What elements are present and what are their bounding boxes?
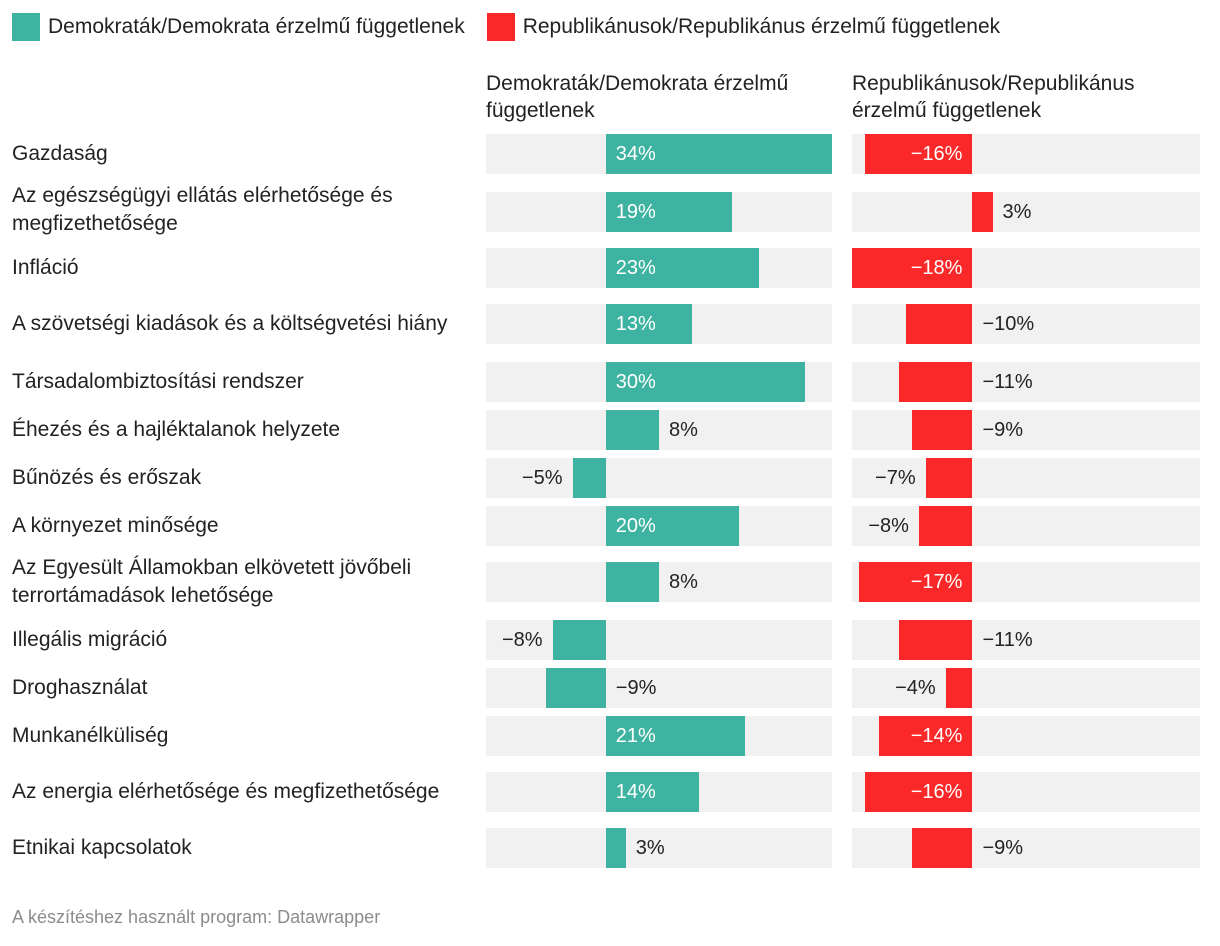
bar-rep [865,772,973,812]
value-label-rep: −9% [982,419,1024,441]
bar-rep [865,134,973,174]
panel-title-dem: Demokraták/Demokrata érzelmű függetlenek [486,72,789,122]
row-label: Etnikai kapcsolatok [12,836,192,859]
legend-label-dem: Demokraták/Demokrata érzelmű függetlenek [48,15,465,38]
bar-rep [852,248,973,288]
row-label: Társadalombiztosítási rendszer [12,370,304,393]
row-track-dem [486,458,832,498]
row-track-rep [852,458,1200,498]
row-label: Éhezés és a hajléktalanok helyzete [12,418,341,441]
bar-dem [605,716,746,756]
value-label-dem: 30% [615,371,656,393]
value-label-rep: −9% [982,837,1024,859]
bar-rep [858,562,973,602]
value-label-dem: 8% [669,419,698,441]
bar-rep [898,362,973,402]
bar-rep [972,192,993,232]
bar-dem [605,828,626,868]
value-label-rep: −7% [875,467,916,489]
row-track-rep [852,410,1200,450]
row-track-rep [852,668,1200,708]
bar-dem [572,458,606,498]
value-label-dem: −9% [615,677,657,699]
bar-dem [605,304,693,344]
bar-rep [878,716,973,756]
bar-rep [945,668,973,708]
bar-dem [605,506,739,546]
value-label-rep: −4% [895,677,936,699]
row-track-rep [852,192,1200,232]
value-label-rep: −11% [982,371,1033,393]
legend-item-rep: Republikánusok/Republikánus érzelmű függ… [486,13,1001,41]
bar-rep [912,828,973,868]
row-track-dem [486,668,832,708]
value-label-rep: −16% [910,143,963,165]
value-label-dem: 14% [615,781,656,803]
value-label-rep: −14% [910,725,963,747]
value-label-dem: 21% [615,725,656,747]
bar-rep [905,304,973,344]
row-label: Az egészségügyi ellátás elérhetősége és … [12,184,393,235]
bar-dem [605,134,832,174]
value-label-dem: −5% [521,467,563,489]
row-label: Gazdaság [12,142,108,165]
panel-title-rep: Republikánusok/Republikánus érzelmű függ… [852,72,1135,122]
row-track-rep [852,506,1200,546]
row-label: Az energia elérhetősége és megfizethetős… [12,780,440,803]
row-label: A környezet minősége [12,514,219,537]
bar-dem [605,192,733,232]
value-label-dem: 34% [615,143,656,165]
row-label: Az Egyesült Államokban elkövetett jövőbe… [12,556,412,607]
value-label-rep: 3% [1002,201,1032,223]
row-track-dem [486,620,832,660]
bar-dem [605,410,659,450]
value-label-dem: 13% [615,313,656,335]
row-track-dem [486,410,832,450]
legend-item-dem: Demokraták/Demokrata érzelmű függetlenek [12,13,465,41]
bar-dem [605,772,699,812]
value-label-rep: −16% [910,781,963,803]
value-label-dem: 8% [669,571,698,593]
value-label-rep: −18% [910,257,963,279]
value-label-dem: 23% [615,257,656,279]
value-label-dem: 3% [635,837,665,859]
legend-swatch-rep [486,13,515,41]
legend-label-rep: Republikánusok/Republikánus érzelmű függ… [522,15,1001,38]
row-label: A szövetségi kiadások és a költségvetési… [12,312,448,335]
bar-dem [545,668,606,708]
value-label-rep: −11% [982,629,1033,651]
row-label: Munkanélküliség [12,724,169,747]
bar-dem [605,562,659,602]
value-label-rep: −17% [910,571,963,593]
bar-dem [552,620,606,660]
row-label: Infláció [12,256,79,279]
value-label-rep: −10% [982,313,1035,335]
legend-swatch-dem [12,13,40,41]
row-track-dem [486,562,832,602]
bar-rep [898,620,973,660]
value-label-dem: −8% [501,629,543,651]
bar-dem [605,362,806,402]
value-label-dem: 19% [615,201,656,223]
footer-credit: A készítéshez használt program: Datawrap… [12,907,381,927]
row-label: Illegális migráció [12,628,168,651]
row-label: Droghasználat [12,676,148,699]
row-track-rep [852,828,1200,868]
legend: Demokraták/Demokrata érzelmű függetlenek… [12,12,1022,42]
value-label-rep: −8% [868,515,909,537]
bar-rep [912,410,973,450]
row-label: Bűnözés és erőszak [12,466,202,489]
bar-rep [925,458,973,498]
bar-dem [605,248,759,288]
row-track-dem [486,828,832,868]
bar-rep [918,506,973,546]
value-label-dem: 20% [615,515,656,537]
